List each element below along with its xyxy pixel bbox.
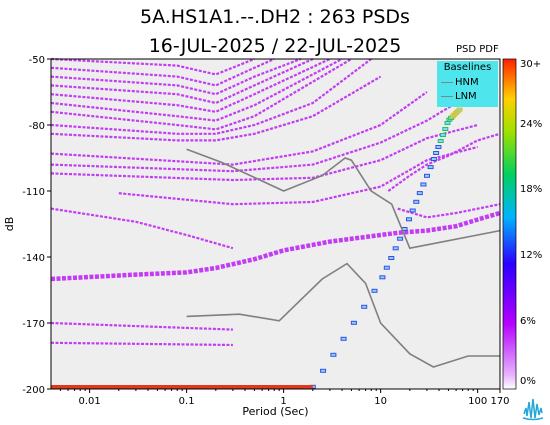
- psd-dominant-mode: [50, 210, 501, 282]
- colorbar-tick-label: 12%: [520, 250, 543, 261]
- pdf-tail-marker: [435, 145, 442, 149]
- x-tick-label: 0.1: [179, 396, 195, 407]
- colorbar-tick-label: 30+: [520, 59, 542, 70]
- plot-area: [51, 59, 500, 389]
- hnm-baseline: [186, 148, 501, 250]
- pdf-tail-marker: [409, 208, 416, 213]
- psd-band: [50, 57, 255, 76]
- pdf-tail-marker: [424, 173, 430, 178]
- y-tick-label: -200: [22, 385, 45, 396]
- pdf-tail-marker: [340, 336, 347, 341]
- x-axis-label: Period (Sec): [242, 405, 308, 418]
- y-tick-label: -110: [22, 187, 45, 198]
- chart-subtitle: 16-JUL-2025 / 22-JUL-2025: [148, 35, 402, 57]
- hnm-line-swatch: [441, 81, 453, 83]
- y-tick-label: -170: [22, 319, 45, 330]
- pdf-tail-marker: [406, 217, 412, 222]
- pdf-tail-marker: [350, 320, 357, 325]
- legend-item-hnm: HNM: [441, 77, 479, 88]
- baselines-legend: Baselines HNM LNM: [437, 61, 498, 107]
- pdf-tail-marker: [320, 368, 327, 373]
- psd-band: [50, 207, 234, 250]
- pdf-tail-marker: [361, 304, 368, 309]
- pdf-tail-marker: [416, 191, 423, 196]
- psd-band: [50, 58, 343, 122]
- psd-band: [50, 58, 352, 131]
- psd-band: [50, 341, 233, 347]
- colorbar: [502, 58, 517, 390]
- lnm-baseline: [186, 262, 500, 368]
- psd-band: [50, 57, 314, 105]
- psd-band: [50, 102, 457, 173]
- pdf-tail-marker: [383, 265, 390, 270]
- pdf-tail-marker: [444, 121, 451, 125]
- psd-band: [50, 321, 233, 331]
- y-tick-label: -80: [29, 121, 45, 132]
- psd-band: [50, 91, 428, 166]
- psd-band: [50, 75, 382, 142]
- colorbar-tick-label: 24%: [520, 119, 543, 130]
- legend-title: Baselines: [443, 62, 492, 73]
- psd-band: [397, 203, 501, 219]
- plot-frame: [50, 58, 501, 390]
- x-tick-label: 100: [468, 396, 487, 407]
- pdf-tail-marker: [442, 127, 449, 131]
- pdf-tail-marker: [433, 151, 440, 155]
- pdf-tail-marker: [437, 139, 444, 143]
- y-tick-label: -50: [29, 55, 45, 66]
- y-axis-label: dB: [3, 217, 16, 232]
- psd-band: [50, 58, 372, 135]
- pdf-tail-marker: [413, 199, 420, 204]
- pdf-floor-band: [51, 385, 313, 389]
- colorbar-title: PSD PDF: [456, 44, 499, 55]
- pdf-tail-marker: [388, 256, 395, 260]
- pdf-tail-marker: [371, 288, 378, 293]
- pdf-tail-marker: [397, 236, 404, 241]
- pdf-tail-marker: [330, 352, 337, 357]
- pdf-tail-marker: [392, 246, 399, 251]
- pdf-tail-marker: [420, 182, 427, 187]
- colorbar-tick-label: 18%: [520, 184, 543, 195]
- lnm-line-swatch: [441, 95, 453, 97]
- psd-band: [50, 123, 478, 182]
- pdf-tail-marker: [430, 157, 437, 161]
- x-tick-label: 170: [490, 396, 509, 407]
- pdf-tail-marker: [456, 107, 463, 112]
- x-tick-label: 10: [374, 396, 387, 407]
- colorbar-tick-label: 6%: [520, 316, 536, 327]
- pdf-tail-marker: [440, 133, 446, 137]
- x-tick-label: 0.01: [78, 396, 100, 407]
- pdf-tail-marker: [427, 165, 434, 170]
- pdf-tail-marker: [379, 275, 386, 280]
- y-tick-label: -140: [22, 253, 45, 264]
- iris-logo-icon: [522, 396, 544, 422]
- psd-band: [50, 57, 302, 96]
- legend-item-lnm: LNM: [441, 91, 477, 102]
- chart-title: 5A.HS1A1.--.DH2 : 263 PSDs: [140, 6, 410, 28]
- x-tick-label: 1: [280, 396, 286, 407]
- colorbar-tick-label: 0%: [520, 376, 536, 387]
- psd-band: [50, 58, 331, 113]
